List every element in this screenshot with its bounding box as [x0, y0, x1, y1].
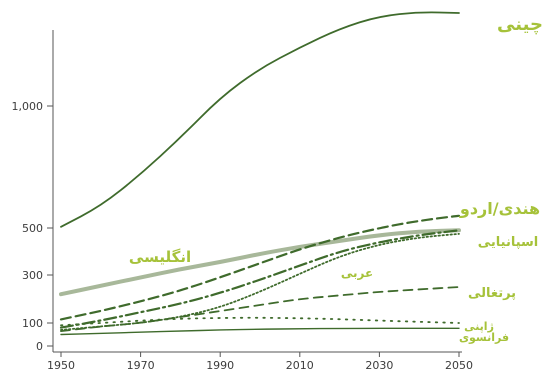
series-line-4: [60, 232, 460, 331]
series-line-5: [60, 286, 460, 332]
series-label-7: فرانسوی: [459, 331, 509, 344]
x-tick-label: 2050: [445, 359, 473, 372]
series-layer: [59, 11, 461, 336]
series-label-4: عربی: [341, 266, 373, 280]
axes: 0 100 300 500 1,000 1950 1970 1990 2010 2030 2050: [12, 30, 473, 372]
labels-layer: چینی انگلیسی هندی/اردو اسپانیایی عربی پرتغالی…: [129, 14, 543, 344]
y-tick-label: 500: [22, 222, 43, 235]
series-label-2: هندی/اردو: [459, 199, 540, 218]
y-tick-label: 0: [36, 340, 43, 353]
series-line-7: [60, 327, 460, 336]
series-label-6: ژاپنی: [464, 320, 494, 333]
y-tick-label: 300: [22, 269, 43, 282]
x-tick-label: 1990: [206, 359, 234, 372]
series-line-1: [59, 228, 461, 297]
y-tick-label: 1,000: [12, 100, 44, 113]
series-label-5: پرتغالی: [468, 286, 516, 301]
x-tick-label: 1970: [127, 359, 155, 372]
series-label-0: چینی: [497, 14, 543, 35]
series-line-3: [59, 229, 461, 329]
series-line-0: [60, 11, 460, 228]
y-tick-label: 100: [22, 317, 43, 330]
x-tick-label: 2010: [286, 359, 314, 372]
x-tick-label: 2030: [365, 359, 393, 372]
series-line-2: [59, 214, 461, 321]
series-label-1: انگلیسی: [129, 248, 191, 266]
series-label-3: اسپانیایی: [478, 235, 539, 250]
x-tick-label: 1950: [47, 359, 75, 372]
